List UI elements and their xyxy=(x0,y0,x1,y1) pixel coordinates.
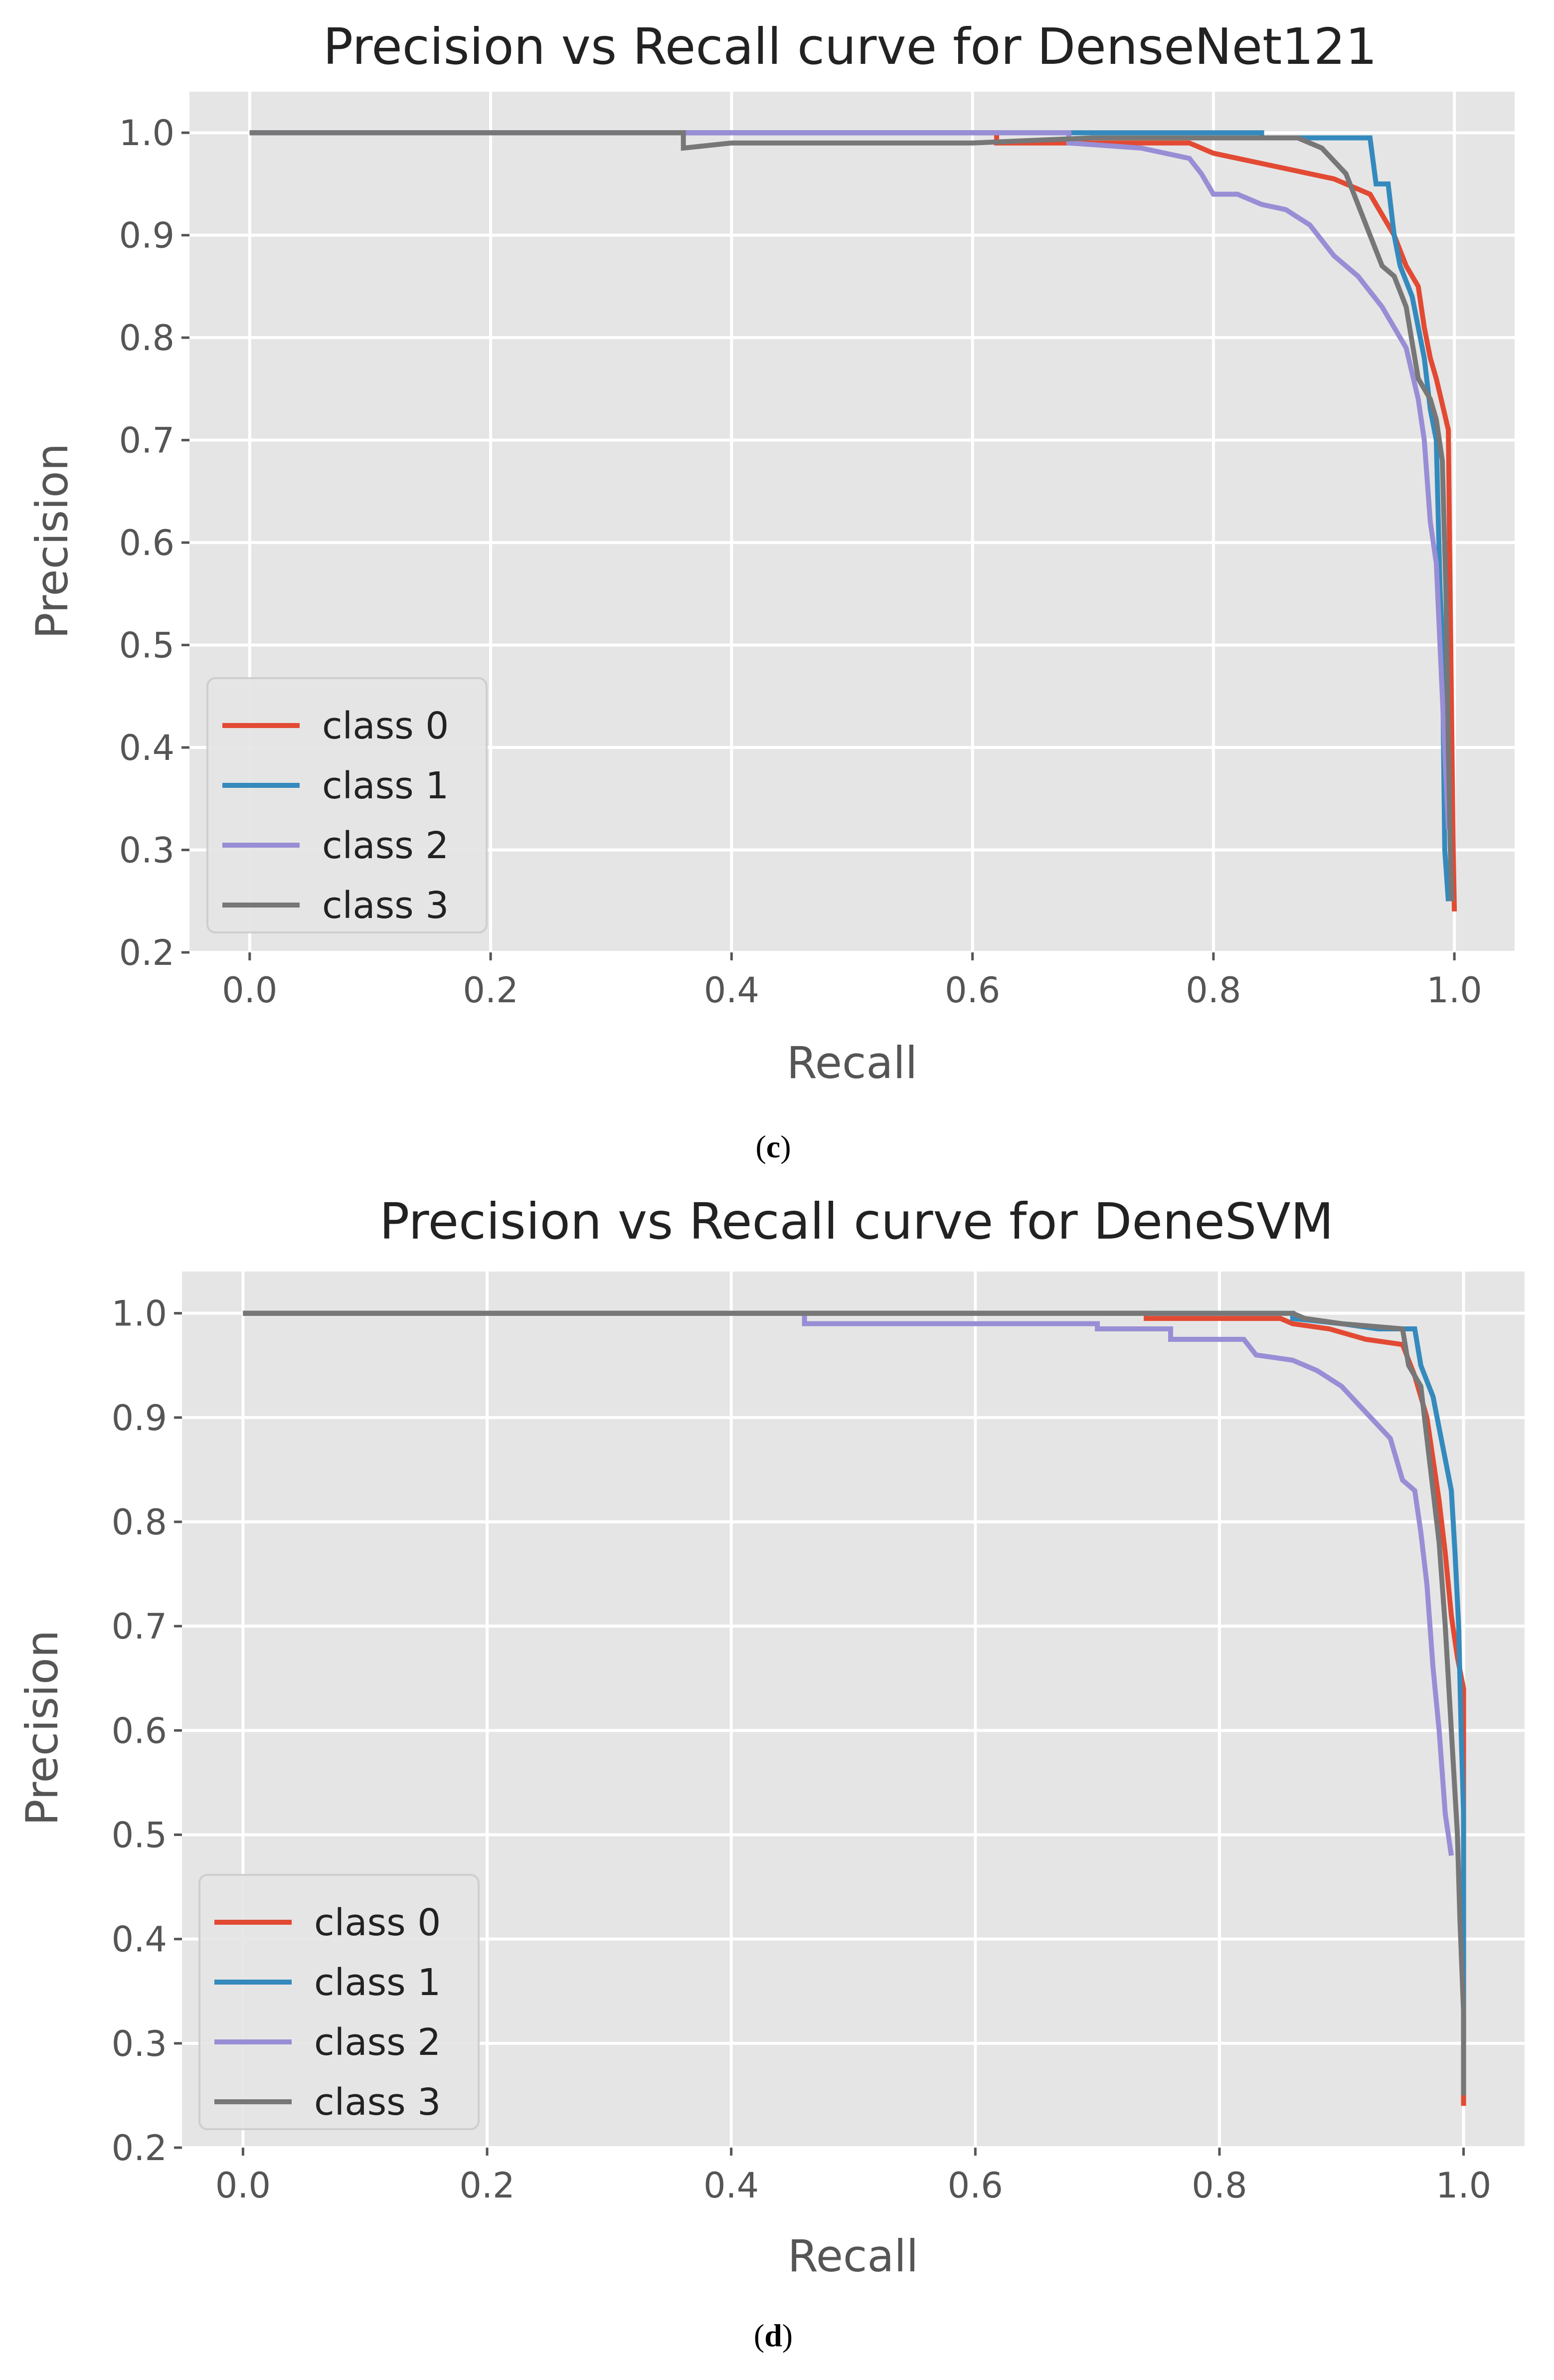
x-tick-label: 0.0 xyxy=(222,970,277,1011)
x-tick-label: 0.4 xyxy=(704,970,759,1011)
legend: class 0 class 1 class 2 class 3 xyxy=(206,677,488,933)
grid xyxy=(182,1272,1525,2149)
y-axis-label: Precision xyxy=(16,1630,68,1826)
x-tick-label: 1.0 xyxy=(1436,2165,1491,2206)
y-tick-label: 0.4 xyxy=(119,728,174,768)
legend: class 0 class 1 class 2 class 3 xyxy=(198,1874,480,2130)
panel-caption: (c) xyxy=(755,1129,791,1164)
y-tick-label: 0.5 xyxy=(112,1815,167,1856)
series-group xyxy=(249,130,1457,912)
x-tick-label: 0.6 xyxy=(945,970,1000,1011)
legend-box xyxy=(198,1874,480,2130)
legend-label-class-0: class 0 xyxy=(322,705,449,747)
series-line-class-2 xyxy=(249,130,1451,830)
y-tick-label: 0.9 xyxy=(119,215,174,256)
y-tick-label: 1.0 xyxy=(112,1293,167,1334)
series-line-class-3 xyxy=(249,130,1455,902)
chart-title: Precision vs Recall curve for DenseNet12… xyxy=(323,17,1377,76)
series-line-class-0 xyxy=(249,130,1457,912)
chart-title: Precision vs Recall curve for DeneSVM xyxy=(379,1192,1334,1251)
y-tick-label: 0.8 xyxy=(119,318,174,359)
y-tick-label: 0.6 xyxy=(119,523,174,563)
caption-letter: c xyxy=(766,1129,780,1164)
legend-label-class-3: class 3 xyxy=(322,884,449,927)
panel-caption: (d) xyxy=(754,2318,793,2353)
x-tick-label: 0.0 xyxy=(215,2165,271,2206)
caption-letter: d xyxy=(764,2318,782,2353)
legend-label-class-2: class 2 xyxy=(322,824,449,867)
legend-box xyxy=(206,677,488,933)
y-axis-label: Precision xyxy=(26,443,78,639)
x-tick-label: 1.0 xyxy=(1427,970,1482,1011)
series-group xyxy=(243,1310,1466,2106)
x-tick-label: 0.2 xyxy=(459,2165,515,2206)
x-tick-label: 0.2 xyxy=(463,970,518,1011)
x-axis-label: Recall xyxy=(788,2230,919,2282)
ticks: 0.0 0.2 0.4 0.6 0.8 1.0 0.2 0.3 0.4 0.5 0.6 0.7 0.8 0… xyxy=(119,113,1482,1011)
legend-label-class-2: class 2 xyxy=(314,2021,441,2064)
y-tick-label: 0.8 xyxy=(112,1502,167,1543)
legend-label-class-0: class 0 xyxy=(314,1901,441,1944)
legend-label-class-1: class 1 xyxy=(322,764,449,807)
series-line-class-1 xyxy=(249,130,1451,902)
y-tick-label: 0.3 xyxy=(112,2023,167,2064)
y-tick-label: 0.7 xyxy=(119,420,174,461)
y-tick-label: 0.5 xyxy=(119,625,174,666)
x-tick-label: 0.8 xyxy=(1186,970,1241,1011)
y-tick-label: 0.3 xyxy=(119,830,174,871)
x-tick-label: 0.6 xyxy=(948,2165,1003,2206)
y-tick-label: 0.6 xyxy=(112,1710,167,1751)
chart-denesvm: Precision vs Recall curve for DeneSVM 0.… xyxy=(16,1192,1525,2353)
series-line-class-2 xyxy=(243,1310,1454,1856)
legend-label-class-3: class 3 xyxy=(314,2081,441,2124)
x-axis-label: Recall xyxy=(787,1037,918,1089)
chart-densenet121: Precision vs Recall curve for DenseNet12… xyxy=(26,17,1515,1164)
series-line-class-3 xyxy=(243,1310,1466,2096)
y-tick-label: 0.7 xyxy=(112,1606,167,1647)
y-tick-label: 1.0 xyxy=(119,113,174,154)
x-tick-label: 0.8 xyxy=(1192,2165,1247,2206)
y-tick-label: 0.9 xyxy=(112,1398,167,1439)
ticks: 0.0 0.2 0.4 0.6 0.8 1.0 0.2 0.3 0.4 0.5 0.6 0.7 0.8 0… xyxy=(112,1293,1492,2206)
legend-label-class-1: class 1 xyxy=(314,1961,441,2004)
y-tick-label: 0.2 xyxy=(112,2128,167,2169)
grid xyxy=(189,92,1515,954)
y-tick-label: 0.2 xyxy=(119,932,174,973)
y-tick-label: 0.4 xyxy=(112,1919,167,1960)
x-tick-label: 0.4 xyxy=(703,2165,759,2206)
